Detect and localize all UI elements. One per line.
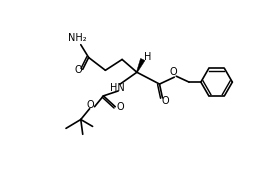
Text: O: O — [170, 67, 177, 77]
Text: HN: HN — [110, 83, 125, 93]
Polygon shape — [136, 58, 145, 72]
Text: O: O — [87, 100, 94, 110]
Text: NH₂: NH₂ — [68, 33, 86, 43]
Text: O: O — [74, 65, 82, 75]
Text: H: H — [144, 53, 151, 62]
Text: O: O — [162, 96, 169, 106]
Text: O: O — [116, 102, 124, 112]
